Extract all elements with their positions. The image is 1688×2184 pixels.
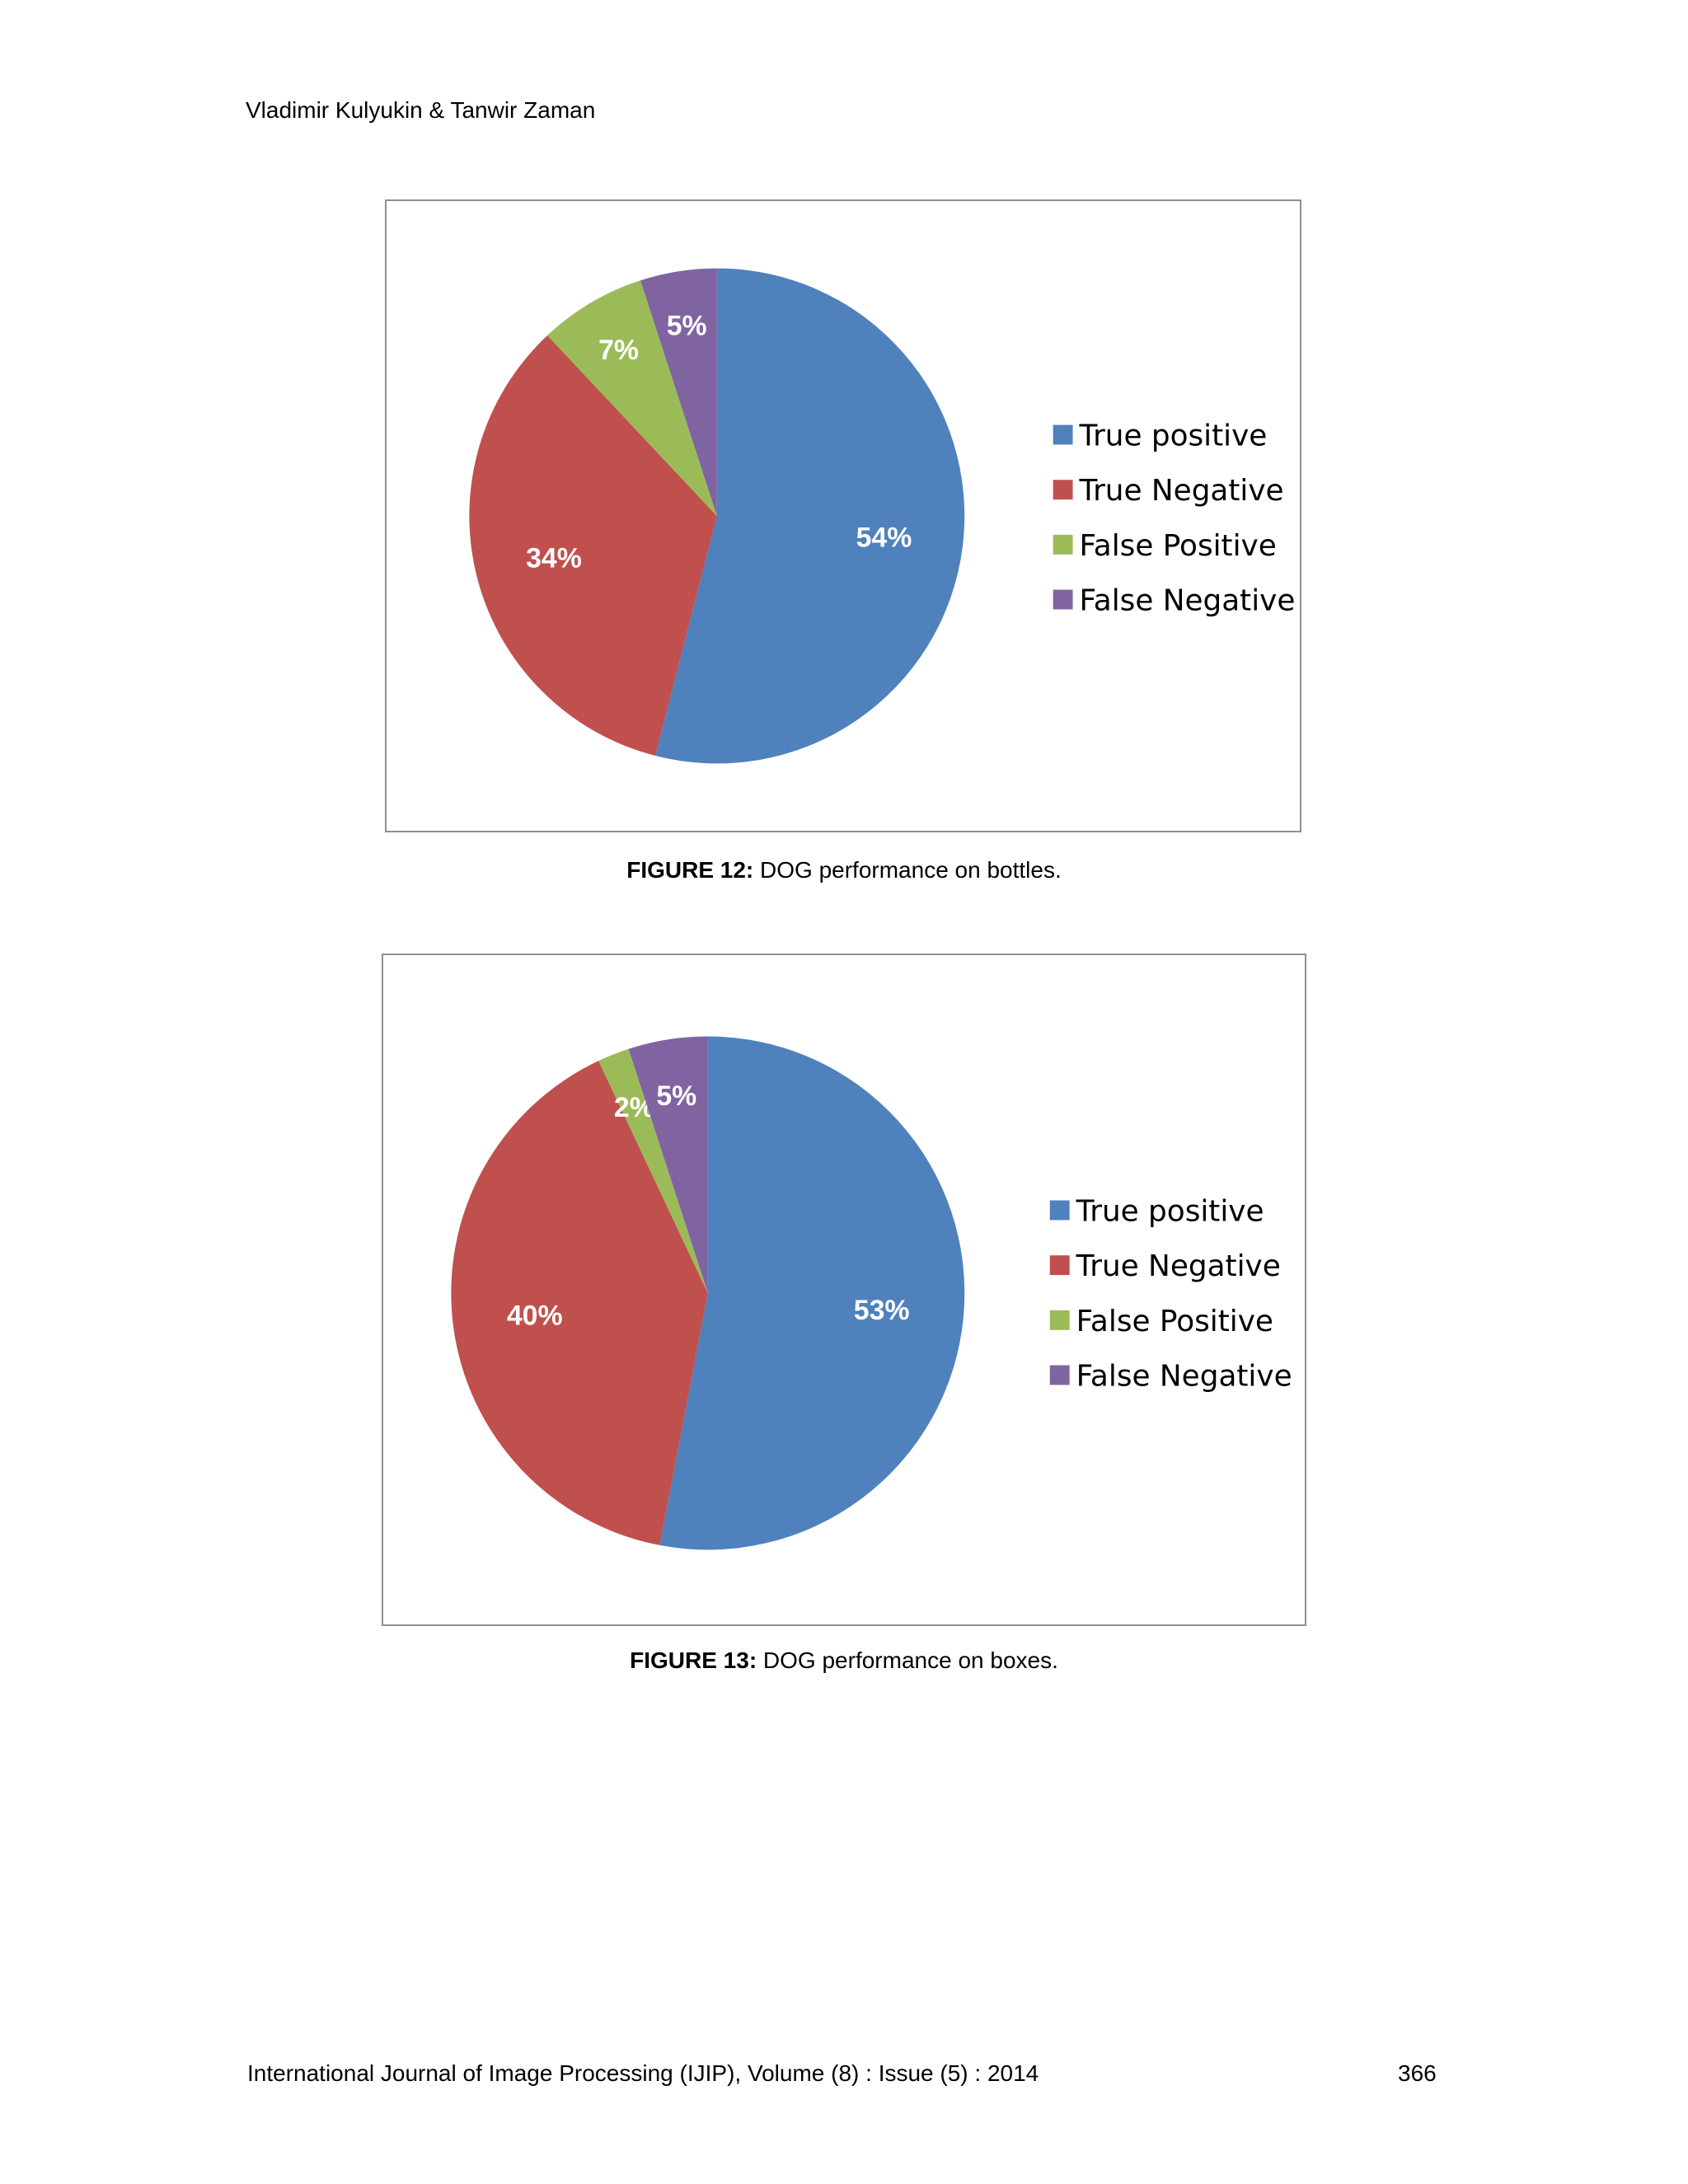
pie-slice-true-negative: [451, 1061, 708, 1545]
legend-swatch-true-negative: [1049, 1255, 1070, 1276]
legend-swatch-false-positive: [1049, 1310, 1070, 1330]
figure-12-caption-label: FIGURE 12:: [626, 857, 754, 883]
legend-label-true-positive: True positive: [1079, 419, 1268, 452]
pie-slice-true-positive: [659, 1036, 965, 1550]
figure-12-caption: FIGURE 12: DOG performance on bottles.: [0, 857, 1688, 883]
legend-swatch-false-negative: [1053, 589, 1073, 610]
legend-label-true-negative: True Negative: [1079, 474, 1284, 508]
pie-label-false-negative: 5%: [667, 310, 707, 341]
legend-swatch-true-positive: [1049, 1200, 1070, 1221]
pie-chart-bottles: 54% 34% 7% 5% True positive True Negative Fals…: [385, 199, 1301, 832]
legend-swatch-false-negative: [1049, 1365, 1070, 1385]
page-header-authors: Vladimir Kulyukin & Tanwir Zaman: [246, 97, 596, 123]
footer-page-number: 366: [1398, 2060, 1437, 2086]
legend-label-true-positive: True positive: [1076, 1194, 1264, 1228]
figure-12-caption-text: DOG performance on bottles.: [753, 857, 1062, 883]
pie-chart-bottles-svg: 54% 34% 7% 5% True positive True Negative Fals…: [469, 268, 1296, 764]
legend-label-false-positive: False Positive: [1080, 529, 1277, 563]
pie-slice-false-negative: [640, 268, 717, 516]
figure-13-caption: FIGURE 13: DOG performance on boxes.: [0, 1647, 1688, 1674]
figure-13-caption-label: FIGURE 13:: [630, 1647, 757, 1673]
legend-label-false-negative: False Negative: [1080, 583, 1296, 617]
legend-swatch-false-positive: [1053, 534, 1073, 555]
pie-slice-false-negative: [628, 1036, 708, 1293]
pie-label-false-negative: 5%: [656, 1080, 696, 1112]
pie-chart-boxes: 53% 40% 2% 5% True positive True Negative Fals…: [382, 954, 1306, 1626]
figure-13-caption-text: DOG performance on boxes.: [757, 1647, 1058, 1673]
pie-slice-true-negative: [469, 335, 717, 756]
pie-slice-false-positive: [598, 1048, 708, 1293]
legend-label-true-negative: True Negative: [1076, 1249, 1281, 1283]
footer-journal: International Journal of Image Processin…: [247, 2060, 1039, 2086]
legend-label-false-positive: False Positive: [1076, 1305, 1273, 1338]
pie-label-true-negative: 34%: [526, 543, 582, 574]
pie-label-true-negative: 40%: [507, 1300, 563, 1331]
pie-label-true-positive: 54%: [856, 523, 912, 554]
legend-swatch-true-positive: [1053, 424, 1073, 445]
pie-label-false-positive: 7%: [598, 335, 639, 366]
legend-swatch-true-negative: [1053, 480, 1073, 500]
legend-label-false-negative: False Negative: [1076, 1359, 1292, 1393]
pie-label-true-positive: 53%: [854, 1295, 910, 1326]
pie-slice-false-positive: [547, 280, 717, 516]
pie-slice-true-positive: [655, 268, 965, 764]
